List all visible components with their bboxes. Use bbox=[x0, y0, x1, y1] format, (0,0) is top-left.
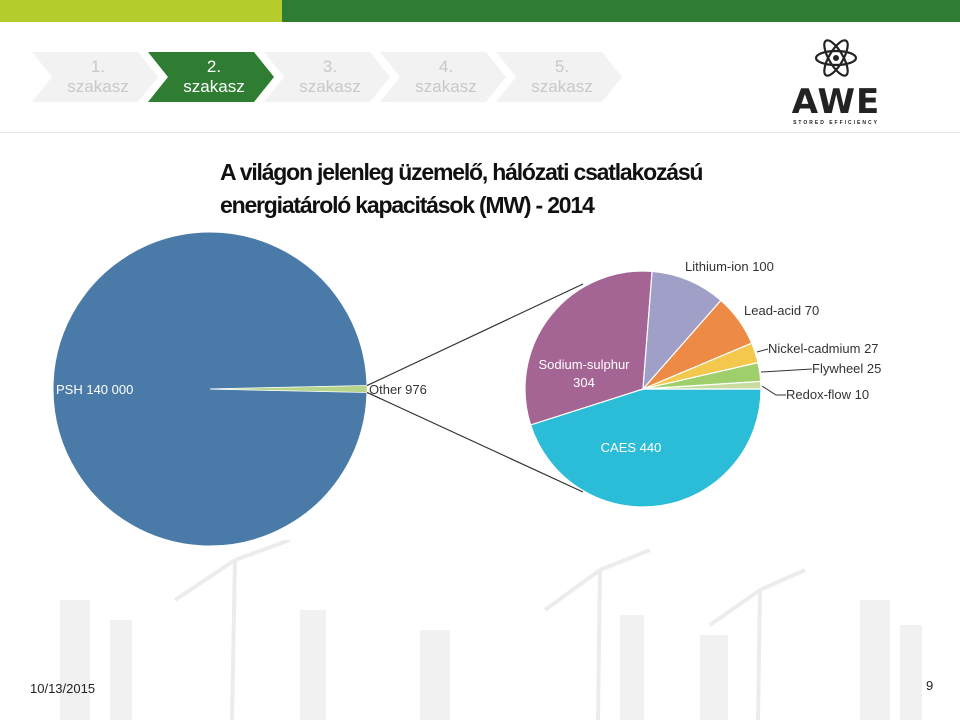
step-3[interactable]: 3. szakasz bbox=[264, 52, 392, 102]
footer-date: 10/13/2015 bbox=[30, 681, 96, 696]
step-2-shape bbox=[148, 52, 274, 102]
step-4-shape bbox=[380, 52, 506, 102]
leader-line-nickel-cadmium bbox=[756, 348, 769, 353]
connector-line-top bbox=[366, 283, 584, 387]
step-1-shape bbox=[32, 52, 158, 102]
step-chevron-shape bbox=[264, 52, 390, 102]
chart-title-line-2: energiatároló kapacitások (MW) - 2014 bbox=[220, 192, 595, 218]
step-4-label: 4. szakasz bbox=[415, 57, 477, 96]
header-divider bbox=[0, 132, 960, 133]
step-1[interactable]: 1. szakasz bbox=[32, 52, 160, 102]
leader-line-flywheel bbox=[760, 368, 813, 373]
logo-text: AWE bbox=[791, 82, 881, 122]
pie-slice-caes bbox=[529, 388, 762, 508]
top-bar-accent-dark bbox=[282, 0, 960, 22]
step-2[interactable]: 2. szakasz bbox=[148, 52, 276, 102]
data-label-lead-acid: Lead-acid 70 bbox=[744, 303, 819, 318]
step-2-label: 2. szakasz bbox=[183, 57, 245, 96]
connector-line-bottom bbox=[366, 391, 584, 493]
step-4[interactable]: 4. szakasz bbox=[380, 52, 508, 102]
logo-subtitle: STORED EFFICIENCY bbox=[793, 120, 879, 126]
data-label-psh: PSH 140 000 bbox=[56, 382, 133, 397]
chart-title: A világon jelenleg üzemelő, hálózati csa… bbox=[220, 156, 800, 222]
atom-icon bbox=[814, 39, 858, 77]
step-3-shape bbox=[264, 52, 390, 102]
pie-slice-lithium-ion bbox=[642, 270, 722, 391]
top-bar-accent-light bbox=[0, 0, 282, 22]
data-value-sodium-sulphur: 304 bbox=[573, 375, 595, 390]
data-label-lithium-ion: Lithium-ion 100 bbox=[685, 259, 774, 274]
leader-line-redox-flow bbox=[761, 385, 786, 396]
step-5-label: 5. szakasz bbox=[531, 57, 593, 96]
step-1-label: 1. szakasz bbox=[67, 57, 129, 96]
pie-slice-redox-flow bbox=[642, 380, 762, 390]
data-label-other: Other 976 bbox=[369, 382, 427, 397]
step-chevron-shape bbox=[380, 52, 506, 102]
awe-logo: AWE STORED EFFICIENCY bbox=[786, 34, 886, 126]
step-3-label: 3. szakasz bbox=[299, 57, 361, 96]
page-number: 9 bbox=[926, 678, 934, 693]
data-label-caes: CAES 440 bbox=[601, 440, 662, 455]
pie-slice-psh bbox=[52, 231, 368, 547]
step-5-shape bbox=[496, 52, 622, 102]
data-label-flywheel: Flywheel 25 bbox=[812, 361, 881, 376]
step-chevron-shape bbox=[496, 52, 622, 102]
step-5[interactable]: 5. szakasz bbox=[496, 52, 624, 102]
data-label-nickel-cadmium: Nickel-cadmium 27 bbox=[768, 341, 879, 356]
data-label-sodium-sulphur: Sodium-sulphur bbox=[538, 357, 630, 372]
process-steps: 1. szakasz 2. szakasz 3. szakasz 4. szakasz … bbox=[32, 52, 632, 104]
pie-slice-sodium-sulphur bbox=[524, 270, 653, 426]
chart-title-line-1: A világon jelenleg üzemelő, hálózati csa… bbox=[220, 159, 703, 185]
pie-slice-other bbox=[209, 385, 368, 393]
background-skyline bbox=[60, 540, 922, 720]
step-chevron-shape bbox=[148, 52, 274, 102]
step-chevron-shape bbox=[32, 52, 158, 102]
data-label-redox-flow: Redox-flow 10 bbox=[786, 387, 869, 402]
